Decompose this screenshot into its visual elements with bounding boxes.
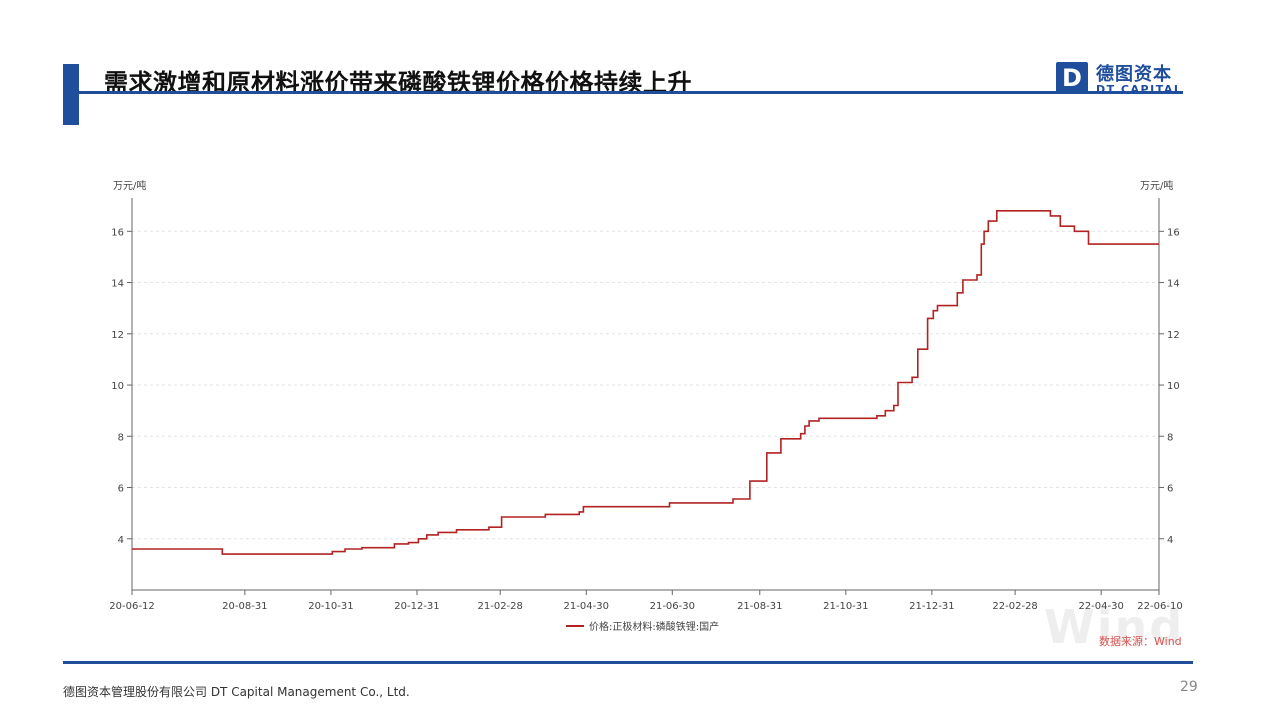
y-tick-label-left: 14 [111,279,124,290]
logo-en-text: DT CAPITAL [1096,83,1183,96]
logo-mark-icon: D [1056,62,1088,94]
watermark-text: Wind [1044,600,1185,654]
company-logo: D 德图资本 DT CAPITAL [1054,60,1184,100]
y-tick-label-right: 8 [1167,432,1173,443]
y-tick-label-left: 10 [111,381,124,392]
x-tick-label: 20-12-31 [394,601,439,612]
y-tick-label-right: 6 [1167,484,1173,495]
y-tick-label-right: 10 [1167,381,1180,392]
page-number: 29 [1180,679,1198,695]
x-tick-label: 20-08-31 [222,601,267,612]
x-tick-label: 21-04-30 [564,601,609,612]
chart-series [132,210,1159,555]
series-line [132,210,1159,555]
footer-company: 德图资本管理股份有限公司 DT Capital Management Co., … [63,685,410,699]
y-tick-label-right: 14 [1167,279,1180,290]
title-underline [79,91,1183,94]
y-tick-label-left: 4 [118,535,124,546]
chart-legend: 价格:正极材料:磷酸铁锂:国产 [566,620,719,633]
y-tick-label-right: 16 [1167,227,1180,238]
x-tick-label: 21-08-31 [737,601,782,612]
y-tick-label-left: 12 [111,330,124,341]
x-tick-label: 20-10-31 [308,601,353,612]
y-axis-unit-left: 万元/吨 [113,179,146,192]
y-tick-label-left: 8 [118,432,124,443]
x-tick-label: 21-02-28 [478,601,523,612]
footer-rule [63,661,1193,664]
x-tick-label: 20-06-12 [109,601,154,612]
data-source: 数据来源：Wind [1099,635,1182,648]
title-accent-bar [63,64,79,125]
x-tick-label: 22-04-30 [1078,601,1123,612]
x-tick-label: 21-06-30 [650,601,695,612]
x-tick-label: 21-12-31 [909,601,954,612]
chart-grid [132,230,1159,540]
legend-label: 价格:正极材料:磷酸铁锂:国产 [589,620,719,633]
x-tick-labels: 20-06-12 20-08-31 20-10-31 20-12-31 21-02-28… [109,601,1182,612]
chart-axes [127,198,1164,595]
y-axis-unit-right: 万元/吨 [1140,179,1173,192]
y-tick-label-left: 6 [118,484,124,495]
x-tick-label: 22-06-10 [1137,601,1182,612]
y-tick-labels: 4 4 6 6 8 8 10 10 12 12 14 14 16 16 [111,227,1179,545]
y-tick-label-right: 12 [1167,330,1180,341]
x-tick-label: 22-02-28 [992,601,1037,612]
x-tick-label: 21-10-31 [823,601,868,612]
y-tick-label-left: 16 [111,227,124,238]
logo-cn-text: 德图资本 [1096,64,1172,85]
y-tick-label-right: 4 [1167,535,1173,546]
